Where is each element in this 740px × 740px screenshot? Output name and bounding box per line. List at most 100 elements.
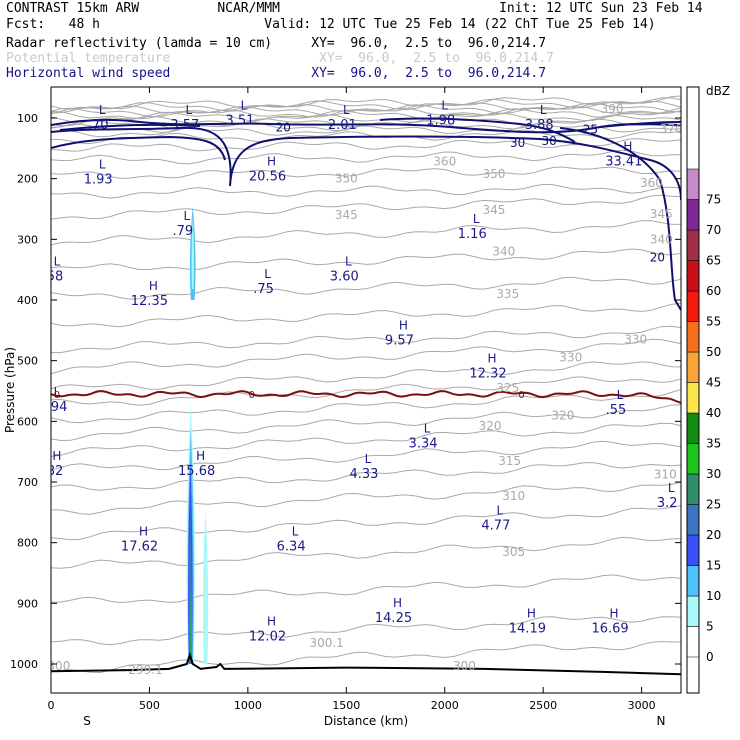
theta-contour-label: 299.1: [128, 663, 162, 677]
theta-contour-label: 300.1: [309, 636, 343, 650]
theta-contour-line: [51, 95, 681, 110]
extremum-marker: L: [497, 503, 504, 517]
theta-contour-line: [51, 422, 681, 457]
extremum-marker: H: [399, 318, 408, 332]
theta-contour-line: [51, 220, 681, 246]
north-end-label: N: [657, 714, 666, 728]
colorbar-swatch: [686, 168, 700, 200]
extremum-value: 4.33: [349, 467, 378, 482]
y-tick-label: 900: [17, 597, 38, 610]
theta-contour-line: [51, 338, 681, 375]
theta-contour-line: [51, 461, 681, 491]
extremum-value: .79: [173, 224, 194, 239]
theta-contour-line: [51, 505, 681, 541]
theta-contour-label: 300: [47, 659, 70, 673]
theta-contour-line: [51, 440, 681, 471]
y-tick-label: 1000: [10, 658, 38, 671]
theta-contour-label: 345: [335, 208, 358, 222]
extremum-value: 1.16: [458, 227, 487, 242]
theta-contour-line: [51, 248, 681, 270]
theta-contour-line: [51, 111, 681, 127]
reflectivity-cell: [190, 579, 192, 661]
extremum-marker: L: [617, 388, 624, 402]
terrain-line: [51, 651, 681, 676]
theta-contour-line: [51, 166, 681, 179]
x-tick-label: 500: [139, 699, 160, 712]
colorbar-swatch: [686, 260, 700, 292]
extremum-value: 12.32: [469, 367, 506, 382]
extremum-marker: L: [292, 525, 299, 539]
theta-contour-line: [51, 276, 681, 300]
y-tick-label: 400: [17, 294, 38, 307]
extremum-value: 33.41: [605, 154, 642, 169]
extremum-marker: L: [54, 255, 61, 269]
legend-reflectivity: Radar reflectivity (lamda = 10 cm) XY= 9…: [6, 36, 547, 51]
theta-contour-line: [51, 536, 681, 569]
colorbar-swatch: [686, 504, 700, 536]
extremum-value: 4.77: [481, 518, 510, 533]
colorbar-tick-label: 70: [706, 223, 721, 237]
extremum-value: .58: [43, 270, 64, 285]
extremum-value: 16.69: [591, 622, 628, 637]
wind-contour-label: 20: [276, 121, 291, 135]
extremum-value: 14.25: [375, 611, 412, 626]
theta-contour-label: 340: [650, 232, 673, 246]
theta-contour-line: [51, 404, 681, 442]
extremum-value: 2.01: [328, 118, 357, 133]
colorbar-tick-label: 10: [706, 589, 721, 603]
theta-contour-line: [51, 149, 681, 165]
theta-contour-label: 325: [496, 381, 519, 395]
extremum-marker: L: [365, 452, 372, 466]
reflectivity-cell: [191, 216, 194, 290]
wind-contour-line: [599, 121, 681, 128]
reflectivity-cell: [202, 509, 209, 664]
theta-contour-label: 360: [433, 155, 456, 169]
extremum-value: 12.02: [249, 629, 286, 644]
theta-contour-label: 335: [496, 287, 519, 301]
theta-contour-label: 345: [650, 207, 673, 221]
extremum-marker: L: [241, 99, 248, 113]
extremum-marker: H: [52, 449, 61, 463]
extremum-value: .70: [88, 118, 109, 133]
colorbar-swatch: [686, 229, 700, 261]
theta-contour-line: [51, 107, 681, 123]
extremum-marker: L: [54, 385, 61, 399]
y-tick-label: 600: [17, 415, 38, 428]
x-tick-label: 1500: [332, 699, 360, 712]
y-tick-label: 100: [17, 112, 38, 125]
extremum-value: 3.51: [225, 114, 254, 129]
extremum-value: 17.62: [121, 540, 158, 555]
theta-contour-line: [51, 361, 681, 390]
extremum-value: 3.60: [330, 270, 359, 285]
south-end-label: S: [83, 714, 91, 728]
extremum-marker: H: [139, 525, 148, 539]
extremum-value: .75: [253, 282, 274, 297]
wind-contour-label: 30: [510, 136, 525, 150]
theta-contour-label: 320: [479, 419, 502, 433]
extremum-value: 9.57: [385, 333, 414, 348]
theta-contour-label: 320: [551, 408, 574, 422]
colorbar-tick-label: 50: [706, 345, 721, 359]
y-tick-label: 300: [17, 233, 38, 246]
extremum-value: 1.98: [426, 114, 455, 129]
colorbar-swatch: [686, 565, 700, 597]
colorbar-swatch: [686, 351, 700, 383]
theta-contour-label: 310: [502, 489, 525, 503]
colorbar-tick-label: 60: [706, 284, 721, 298]
extremum-value: 1.94: [38, 400, 67, 415]
extremum-marker: H: [610, 607, 619, 621]
theta-contour-line: [51, 376, 681, 406]
extremum-marker: L: [99, 103, 106, 117]
extremum-marker: H: [196, 449, 205, 463]
colorbar-tick-label: 25: [706, 498, 721, 512]
theta-contour-line: [51, 302, 681, 328]
extremum-marker: L: [473, 212, 480, 226]
extremum-marker: H: [149, 279, 158, 293]
extremum-marker: H: [487, 352, 496, 366]
theta-contour-label: 330: [559, 351, 582, 365]
colorbar-tick-label: 20: [706, 528, 721, 542]
x-tick-label: 0: [48, 699, 55, 712]
theta-contour-line: [51, 123, 681, 138]
extremum-value: 15.68: [178, 464, 215, 479]
theta-contour-label: 350: [335, 172, 358, 186]
